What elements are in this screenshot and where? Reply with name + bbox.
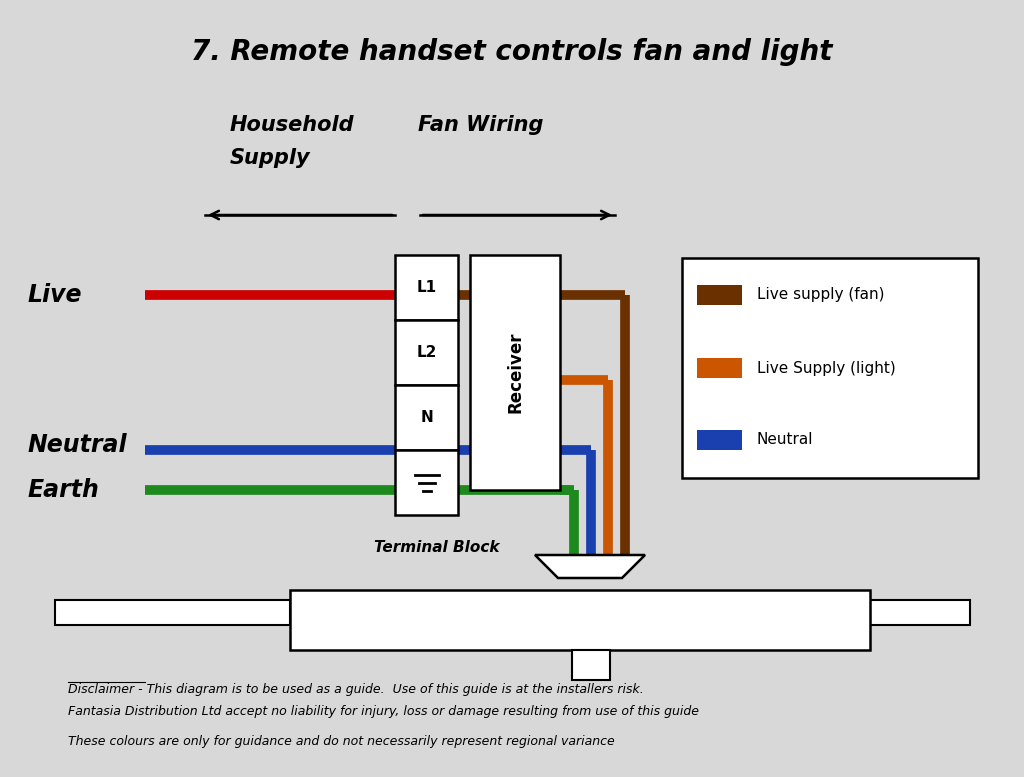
Text: 7. Remote handset controls fan and light: 7. Remote handset controls fan and light (191, 38, 833, 66)
Bar (395, 255, 458, 320)
Text: Terminal Block: Terminal Block (374, 540, 500, 555)
Bar (395, 450, 458, 515)
Text: Fantasia Distribution Ltd accept no liability for injury, loss or damage resulti: Fantasia Distribution Ltd accept no liab… (68, 705, 699, 718)
Text: N: N (420, 410, 433, 425)
Bar (697, 358, 742, 378)
Bar (290, 590, 870, 650)
Bar (470, 255, 560, 490)
Polygon shape (535, 555, 645, 578)
Text: Live Supply (light): Live Supply (light) (757, 361, 896, 375)
Bar (55, 600, 290, 625)
Text: Neutral: Neutral (28, 433, 128, 457)
Bar (697, 285, 742, 305)
Bar (572, 650, 610, 680)
Text: Supply: Supply (230, 148, 310, 168)
Bar (395, 385, 458, 450)
Text: L1: L1 (417, 280, 436, 295)
Text: Earth: Earth (28, 478, 100, 502)
Bar (395, 320, 458, 385)
Text: These colours are only for guidance and do not necessarily represent regional va: These colours are only for guidance and … (68, 735, 614, 748)
Text: L2: L2 (417, 345, 436, 360)
Bar (697, 430, 742, 450)
Text: Live: Live (28, 283, 83, 307)
Text: Neutral: Neutral (757, 433, 813, 448)
Text: Disclaimer - This diagram is to be used as a guide.  Use of this guide is at the: Disclaimer - This diagram is to be used … (68, 683, 644, 696)
Text: Receiver: Receiver (506, 331, 524, 413)
Text: Household: Household (230, 115, 354, 135)
Bar (870, 600, 970, 625)
Text: Fan Wiring: Fan Wiring (418, 115, 544, 135)
Text: Live supply (fan): Live supply (fan) (757, 287, 885, 302)
Bar (682, 258, 978, 478)
